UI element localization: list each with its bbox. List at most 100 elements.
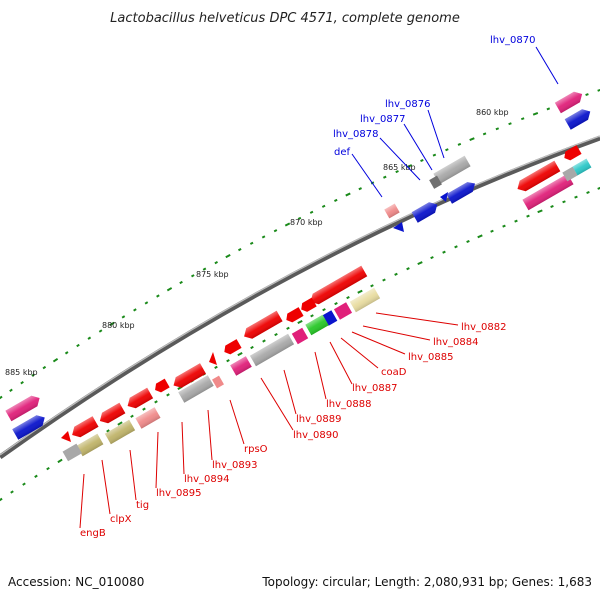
gene-lhv-0882[interactable] [308,265,368,307]
gene-red-small3[interactable] [222,339,242,356]
kbp-label: 875 kbp [196,270,229,279]
minor-tick [42,365,47,370]
minor-tick [214,260,218,265]
minor-tick [454,245,458,249]
minor-tick [106,429,110,433]
major-tick [0,497,3,503]
gene-red-left-tiny[interactable] [61,431,71,442]
minor-tick [442,250,446,254]
minor-tick [508,122,512,126]
gene-red-tiny[interactable] [209,352,217,365]
gene-cyan-rev[interactable] [572,158,592,176]
kbp-label: 860 kbp [476,108,509,117]
gene-lhv-0884[interactable] [349,287,381,313]
label-rpsO[interactable]: rpsO [244,444,268,455]
gene-coaD[interactable] [322,310,338,326]
gene-lhv-0876[interactable] [433,155,471,185]
minor-tick [144,301,149,305]
gene-lhv-0885[interactable] [333,302,353,320]
minor-tick [395,170,399,174]
gene-engB-gray[interactable] [62,443,82,462]
label-lhv-0893[interactable]: lhv_0893 [212,460,257,471]
label-lhv-0877[interactable]: lhv_0877 [360,114,405,125]
gene-small-rev[interactable] [562,145,582,162]
minor-tick [334,302,338,306]
gene-lhv-0888[interactable] [291,327,309,345]
gene-def[interactable] [384,203,400,219]
minor-tick [226,359,230,363]
gene-def-arrow[interactable] [411,199,441,223]
minor-tick [20,381,24,385]
gene-red-left[interactable] [69,416,99,440]
gene-small-forward[interactable] [393,222,404,232]
label-lhv-0890[interactable]: lhv_0890 [293,430,338,441]
gene-clpX[interactable] [104,419,136,445]
gene-lhv-0877[interactable] [429,175,442,189]
gene-lhv-0870-fragment[interactable] [564,106,594,130]
major-tick [166,287,173,292]
major-tick [537,209,543,214]
minor-tick [495,127,500,131]
gene-left-blue[interactable] [12,412,47,440]
gene-lhv-0878[interactable] [440,192,448,202]
major-tick [237,352,243,357]
label-lhv-0887[interactable]: lhv_0887 [352,383,397,394]
minor-tick [550,205,554,208]
label-def[interactable]: def [334,147,351,158]
gene-clpX-arrow[interactable] [97,402,126,426]
major-tick [357,289,363,294]
gene-red-mid[interactable] [125,387,154,411]
major-tick [597,186,600,190]
major-tick [52,357,59,363]
minor-tick [520,117,525,121]
minor-tick [31,373,36,377]
label-engB[interactable]: engB [80,528,106,539]
label-lhv-0884[interactable]: lhv_0884 [433,337,478,348]
map-title: Lactobacillus helveticus DPC 4571, compl… [110,11,460,26]
gene-lhv-0889[interactable] [249,333,295,367]
minor-tick [166,393,170,397]
genome-backbone-highlight [0,135,600,456]
gene-red-long[interactable] [241,310,283,342]
kbp-markers: 860 kbp 865 kbp 870 kbp 875 kbp 880 kbp … [5,108,509,377]
minor-tick [574,195,578,199]
major-tick [284,222,291,227]
gene-lhv-0895[interactable] [153,378,170,395]
label-lhv-0882[interactable]: lhv_0882 [461,322,506,333]
label-lhv-0870[interactable]: lhv_0870 [490,35,535,46]
label-lhv-0894[interactable]: lhv_0894 [184,474,229,485]
gene-lhv-0887[interactable] [305,314,329,336]
major-tick [469,137,475,141]
gene-lhv-0870-rev[interactable] [514,160,561,194]
gene-gray-rev[interactable] [562,166,578,182]
gene-left-pink[interactable] [5,393,42,422]
label-lhv-0878[interactable]: lhv_0878 [333,129,378,140]
label-tig[interactable]: tig [136,500,149,511]
label-lhv-0889[interactable]: lhv_0889 [296,414,341,425]
gene-tig[interactable] [135,407,161,429]
kbp-label: 870 kbp [290,218,323,227]
label-clpX[interactable]: clpX [110,514,132,525]
minor-tick [457,142,462,146]
gene-engB[interactable] [76,433,104,457]
minor-tick [358,187,362,191]
genome-summary-text: Topology: circular; Length: 2,080,931 bp… [261,575,592,589]
label-lhv-0888[interactable]: lhv_0888 [326,399,371,410]
label-lhv-0895[interactable]: lhv_0895 [156,488,201,499]
minor-tick [214,365,218,370]
gene-lhv-0890[interactable] [230,356,252,376]
gene-lhv-0870[interactable] [554,89,585,114]
gene-red-small2[interactable] [299,297,317,314]
gene-lhv-0877b[interactable] [446,179,478,204]
gene-pink-rev[interactable] [522,173,574,211]
gene-lhv-0893[interactable] [178,375,214,403]
label-coaD[interactable]: coaD [381,367,407,378]
label-lhv-0885[interactable]: lhv_0885 [408,352,453,363]
minor-tick [394,272,398,276]
gene-lhv-0894[interactable] [171,363,206,390]
gene-red-small1[interactable] [284,307,304,324]
gene-rpsO[interactable] [212,375,224,389]
label-lhv-0876[interactable]: lhv_0876 [385,99,430,110]
